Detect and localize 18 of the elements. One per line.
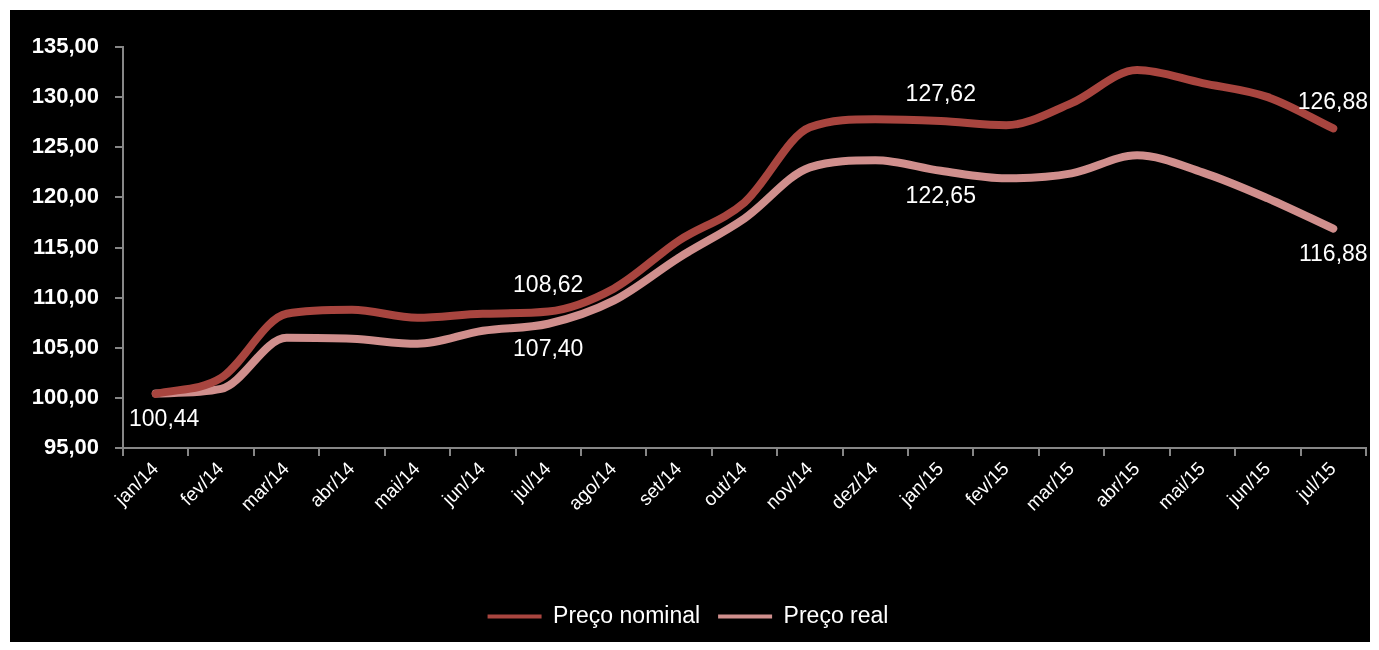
data-label: 116,88: [1298, 240, 1368, 267]
y-tick-label: 135,00: [31, 33, 99, 59]
data-label: 107,40: [513, 335, 584, 362]
y-tick-label: 105,00: [31, 333, 99, 359]
legend-label: Preço real: [783, 601, 889, 628]
y-tick-label: 100,00: [31, 383, 99, 409]
data-label: 122,65: [905, 182, 976, 209]
y-tick-label: 110,00: [32, 283, 99, 309]
y-tick-label: 120,00: [31, 183, 99, 209]
y-tick-label: 115,00: [32, 233, 99, 259]
data-label: 100,44: [128, 404, 200, 431]
data-label: 108,62: [513, 270, 584, 297]
y-tick-label: 130,00: [31, 83, 99, 109]
y-tick-label: 95,00: [43, 434, 99, 460]
legend-label: Preço nominal: [553, 601, 701, 628]
data-label: 127,62: [905, 80, 976, 107]
y-tick-label: 125,00: [31, 133, 99, 159]
data-label: 126,88: [1297, 87, 1369, 114]
